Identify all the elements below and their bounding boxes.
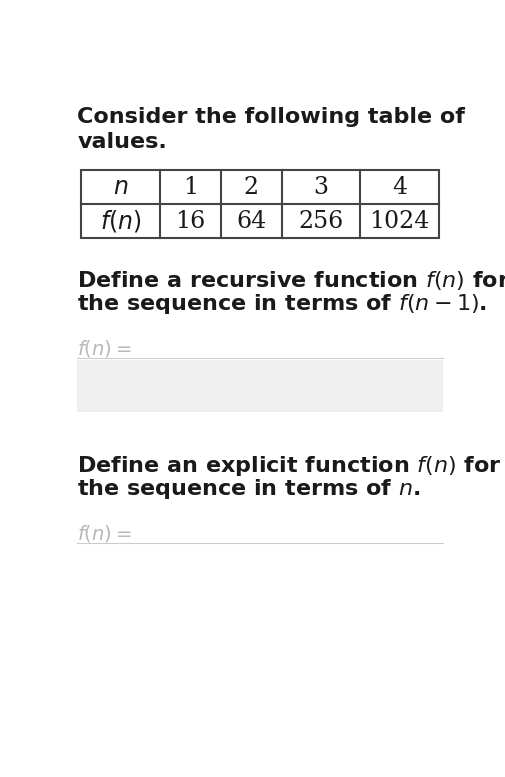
- Text: 64: 64: [235, 210, 266, 232]
- Text: Define a recursive function $f(n)$ for: Define a recursive function $f(n)$ for: [77, 269, 505, 292]
- Text: the sequence in terms of $n$.: the sequence in terms of $n$.: [77, 477, 420, 500]
- Text: 3: 3: [313, 176, 328, 199]
- Text: Consider the following table of: Consider the following table of: [77, 107, 464, 127]
- Text: $f(n) =$: $f(n) =$: [77, 523, 132, 544]
- Text: the sequence in terms of $f(n-1)$.: the sequence in terms of $f(n-1)$.: [77, 292, 486, 316]
- Text: 2: 2: [243, 176, 258, 199]
- Text: $f(n) =$: $f(n) =$: [77, 338, 132, 359]
- Bar: [77, 360, 442, 412]
- Text: 16: 16: [175, 210, 205, 232]
- Text: 1: 1: [182, 176, 197, 199]
- Text: 256: 256: [298, 210, 343, 232]
- Text: 4: 4: [391, 176, 407, 199]
- Text: $n$: $n$: [113, 176, 128, 199]
- Bar: [81, 170, 438, 238]
- Text: Define an explicit function $f(n)$ for: Define an explicit function $f(n)$ for: [77, 454, 501, 478]
- Text: $f(n)$: $f(n)$: [99, 208, 141, 234]
- Text: 1024: 1024: [369, 210, 429, 232]
- Text: values.: values.: [77, 132, 167, 152]
